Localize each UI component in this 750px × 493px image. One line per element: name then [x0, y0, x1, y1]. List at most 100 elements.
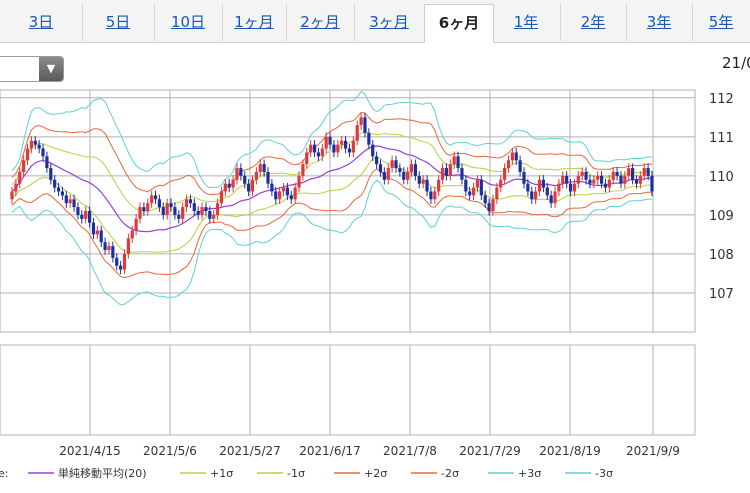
- y-tick-label: 111: [709, 131, 734, 146]
- tab-2-months[interactable]: 2ヶ月: [286, 4, 355, 41]
- candle-body: [491, 199, 495, 211]
- candle-body: [25, 148, 30, 161]
- candle-body: [165, 203, 169, 215]
- candle-body: [301, 164, 305, 176]
- legend-label: -2σ: [441, 467, 459, 480]
- candle-body: [576, 175, 580, 184]
- candle-body: [487, 203, 491, 211]
- candle-body: [142, 207, 146, 211]
- candle-body: [351, 140, 355, 153]
- tab-1-year[interactable]: 1年: [492, 4, 561, 41]
- candle-body: [417, 175, 421, 184]
- candle-body: [506, 160, 511, 169]
- candle-body: [285, 187, 289, 196]
- candle-body: [534, 191, 538, 200]
- candle-body: [619, 175, 623, 184]
- candle-body: [611, 171, 615, 180]
- upper-2-sigma-line: [11, 111, 653, 196]
- candle-body: [363, 117, 367, 133]
- chart-grid: [0, 89, 696, 436]
- tab-3-days[interactable]: 3日: [0, 4, 83, 41]
- candle-body: [157, 199, 161, 208]
- candle-body: [204, 207, 208, 211]
- candle-body: [103, 242, 107, 251]
- candle-body: [413, 164, 417, 176]
- candle-body: [398, 168, 402, 172]
- x-tick-labels: 2021/4/15 2021/5/6 2021/5/27 2021/6/17 2021/…: [59, 444, 680, 458]
- candle-body: [281, 187, 286, 192]
- candle-body: [37, 144, 41, 149]
- chart-legend: e: 単純移動平均(20) +1σ -1σ +2σ -2σ +3σ -3σ: [0, 466, 613, 480]
- legend-prefix: e:: [0, 467, 8, 480]
- tab-2-years[interactable]: 2年: [560, 4, 627, 41]
- candle-body: [615, 171, 619, 176]
- candle-body: [596, 175, 600, 180]
- candle-body: [212, 214, 216, 219]
- x-tick-label: 2021/5/6: [143, 444, 197, 458]
- candle-body: [440, 168, 445, 180]
- candle-body: [111, 246, 115, 258]
- candle-body: [522, 171, 526, 184]
- candle-body: [584, 171, 588, 180]
- candle-body: [91, 222, 96, 235]
- x-tick-label: 2021/4/15: [59, 444, 121, 458]
- candle-body: [293, 187, 297, 200]
- tab-3-years[interactable]: 3年: [626, 4, 693, 41]
- candle-body: [475, 179, 480, 188]
- candle-body: [208, 211, 212, 219]
- candle-body: [243, 175, 247, 184]
- candle-body: [634, 179, 639, 184]
- candle-body: [545, 187, 549, 196]
- candle-body: [471, 187, 476, 196]
- x-tick-label: 2021/9/9: [626, 444, 680, 458]
- candle-body: [177, 214, 181, 219]
- legend-label: +3σ: [518, 467, 541, 480]
- candle-body: [429, 191, 433, 200]
- tab-1-month[interactable]: 1ヶ月: [222, 4, 287, 41]
- candle-body: [33, 140, 37, 145]
- candle-body: [638, 175, 642, 184]
- candle-body: [464, 179, 468, 192]
- tab-3-months[interactable]: 3ヶ月: [354, 4, 425, 41]
- candle-body: [80, 214, 84, 219]
- candle-body: [95, 230, 99, 235]
- candle-body: [49, 168, 53, 180]
- candle-body: [150, 195, 154, 204]
- candle-body: [250, 179, 255, 192]
- candle-body: [45, 156, 49, 169]
- candle-body: [603, 183, 608, 188]
- candle-body: [409, 164, 414, 172]
- candle-body: [599, 175, 604, 184]
- sma-20-line: [11, 145, 653, 233]
- candle-body: [561, 175, 565, 184]
- candle-body: [146, 203, 150, 211]
- lower-3-sigma-line: [11, 179, 653, 306]
- candle-body: [565, 175, 569, 184]
- candle-body: [320, 148, 324, 157]
- candle-body: [29, 140, 33, 149]
- candle-body: [588, 179, 592, 184]
- candle-body: [247, 183, 251, 192]
- candle-body: [266, 171, 270, 184]
- legend-label: +1σ: [210, 467, 233, 480]
- tab-6-months[interactable]: 6ヶ月: [424, 4, 494, 43]
- candle-body: [10, 191, 14, 200]
- upper-3-sigma-line: [11, 91, 653, 189]
- candle-body: [18, 171, 22, 184]
- candle-body: [452, 156, 456, 165]
- y-tick-label: 112: [709, 92, 734, 107]
- candle-body: [390, 160, 394, 169]
- candle-body: [483, 195, 487, 204]
- candle-body: [173, 207, 177, 215]
- candle-body: [181, 207, 185, 219]
- candle-body: [192, 203, 196, 211]
- chart-type-select[interactable]: ▼: [0, 56, 64, 82]
- tab-5-years[interactable]: 5年: [708, 13, 734, 31]
- candle-body: [235, 168, 239, 180]
- tab-5-days[interactable]: 5日: [82, 4, 155, 41]
- tab-10-days[interactable]: 10日: [154, 4, 223, 41]
- volume-panel-frame: [0, 344, 696, 436]
- candle-body: [200, 207, 204, 215]
- price-panel-frame: [0, 89, 696, 333]
